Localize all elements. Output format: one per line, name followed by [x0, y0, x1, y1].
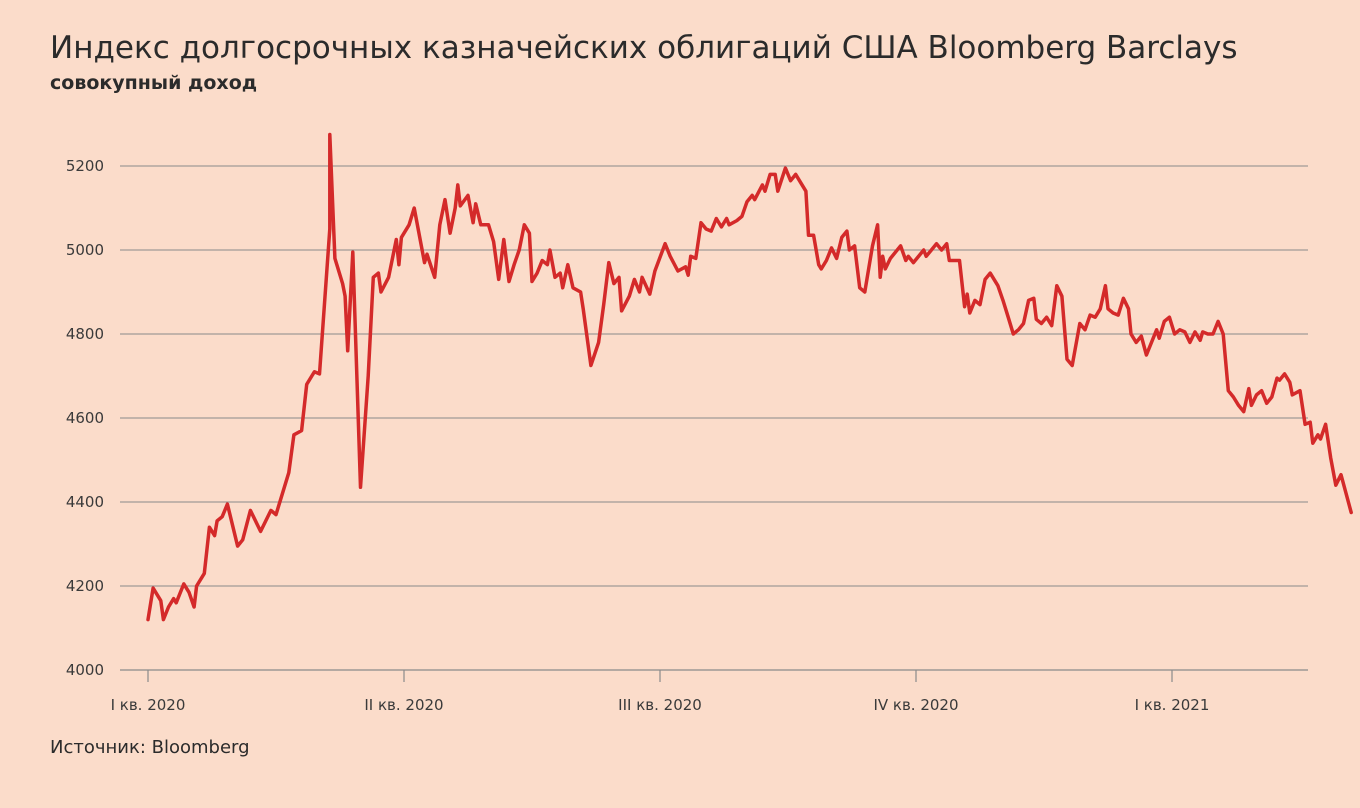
chart-subtitle: совокупный доход [50, 72, 258, 94]
x-tick-label: I кв. 2020 [111, 696, 186, 714]
x-tick-label: III кв. 2020 [618, 696, 702, 714]
y-axis-ticks: 4000 4200 4400 4600 4800 5000 5200 [66, 157, 104, 679]
y-tick-label: 4200 [66, 577, 104, 595]
x-axis-ticks: I кв. 2020 II кв. 2020 III кв. 2020 IV кв. … [111, 670, 1210, 714]
y-tick-label: 4600 [66, 409, 104, 427]
series-line [146, 132, 1353, 622]
source-note: Источник: Bloomberg [50, 737, 250, 758]
gridlines [120, 165, 1308, 671]
x-tick-label: II кв. 2020 [364, 696, 443, 714]
y-tick-label: 4400 [66, 493, 104, 511]
y-tick-label: 4000 [66, 661, 104, 679]
chart-title: Индекс долгосрочных казначейских облигац… [50, 30, 1238, 66]
y-tick-label: 5000 [66, 241, 104, 259]
y-tick-label: 5200 [66, 157, 104, 175]
x-tick-label: I кв. 2021 [1135, 696, 1210, 714]
x-tick-label: IV кв. 2020 [873, 696, 958, 714]
y-tick-label: 4800 [66, 325, 104, 343]
series-layer [146, 132, 1353, 622]
